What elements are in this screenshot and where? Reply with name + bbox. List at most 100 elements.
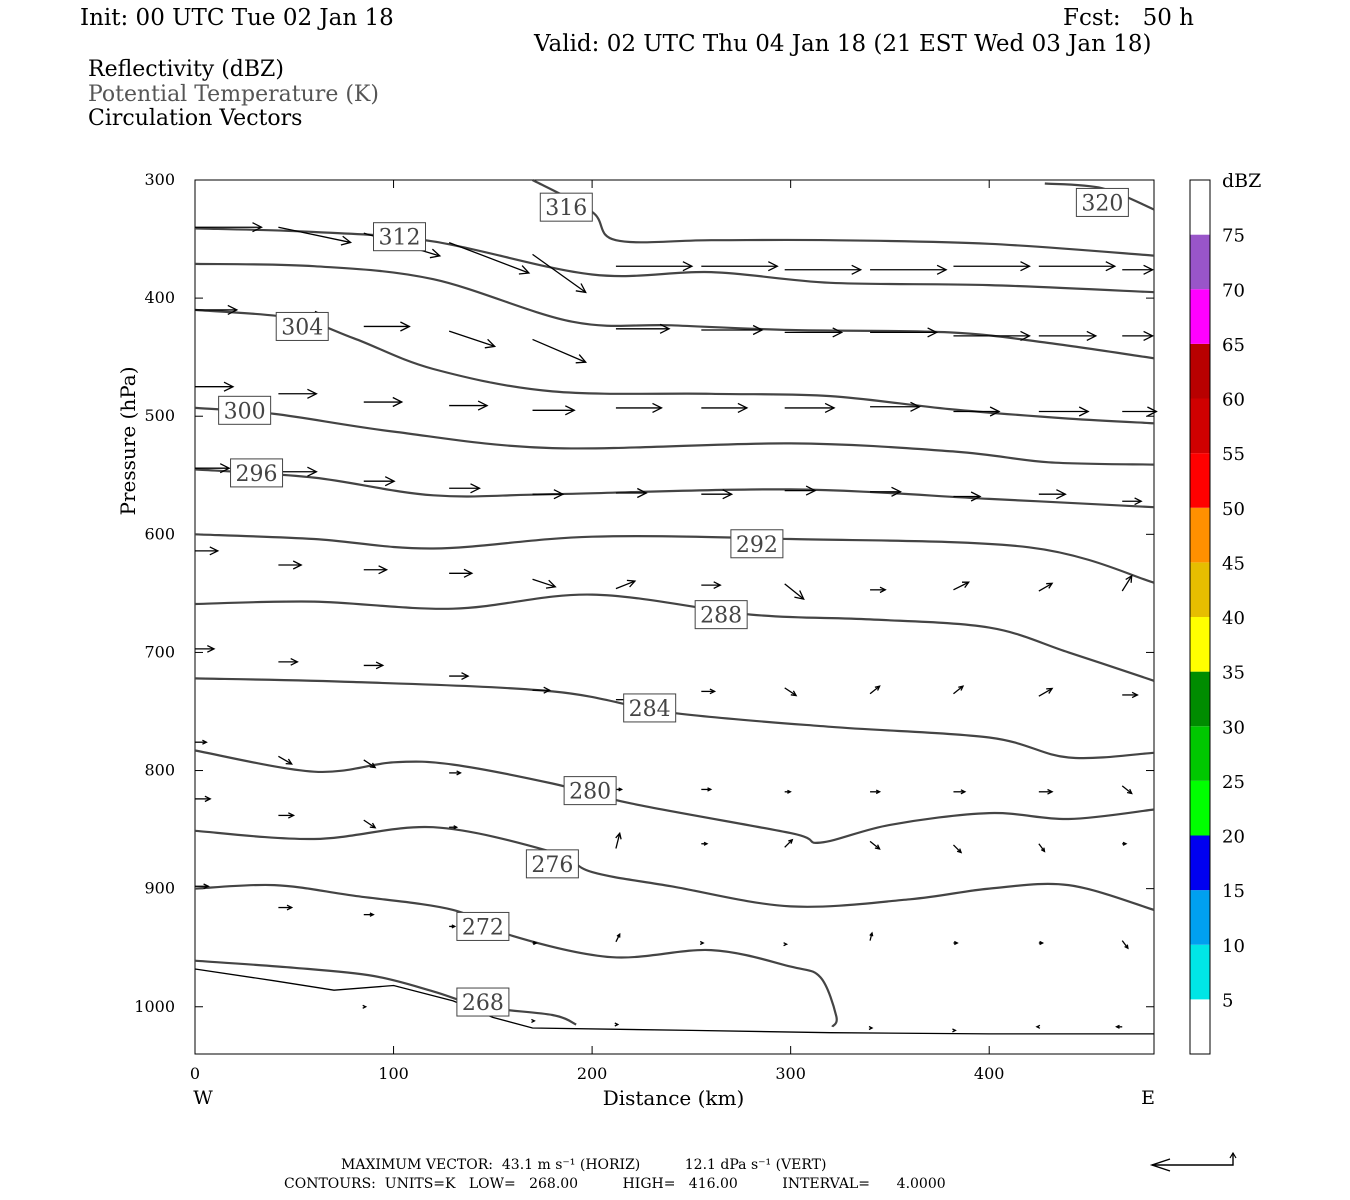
field-potential-temperature: Potential Temperature (K): [88, 82, 379, 107]
colorbar-tick-label: 60: [1222, 390, 1245, 411]
circulation-vector-head: [1147, 406, 1158, 417]
circulation-vector-head: [1115, 1024, 1120, 1029]
circulation-vector: [869, 685, 880, 695]
circulation-vector-head: [737, 402, 749, 413]
theta-contour: [194, 533, 1155, 584]
colorbar-bin: [1190, 999, 1210, 1054]
circulation-vector-head: [207, 645, 216, 653]
colorbar-tick-label: 65: [1222, 335, 1245, 356]
circulation-vector-head: [713, 581, 722, 589]
contour-label-box: [525, 849, 579, 879]
circulation-vector: [1038, 582, 1053, 592]
circulation-vector-head: [962, 581, 970, 588]
circulation-vector-head: [484, 338, 497, 349]
circulation-vector-head: [1086, 330, 1098, 341]
x-tick-label: 100: [378, 1064, 409, 1083]
circulation-vector-head: [451, 924, 457, 929]
x-end-label-west: W: [193, 1087, 213, 1109]
circulation-vector-head: [1020, 261, 1031, 272]
circulation-vector-head: [616, 932, 621, 938]
circulation-vector-head: [1105, 261, 1117, 272]
contour-label-box: [563, 776, 617, 806]
theta-contour: [194, 468, 1155, 509]
circulation-vector: [615, 580, 636, 590]
circulation-vector-head: [1134, 497, 1143, 506]
circulation-vector-head: [204, 795, 212, 803]
circulation-vector: [532, 338, 586, 363]
contour-label-box: [694, 600, 748, 630]
max-vector-note: MAXIMUM VECTOR: 43.1 m s⁻¹ (HORIZ) 12.1 …: [341, 1157, 827, 1173]
circulation-vector-head: [1078, 406, 1090, 417]
contour-label-box: [230, 458, 284, 488]
circulation-vector: [278, 226, 351, 244]
circulation-vector-head: [637, 487, 648, 499]
y-tick-label: 600: [144, 524, 175, 543]
circulation-vector-head: [936, 264, 948, 275]
circulation-vector-head: [252, 222, 263, 233]
reference-vector-arrowhead: [1149, 1158, 1171, 1172]
contours-note: CONTOURS: UNITS=K LOW= 268.00 HIGH= 416.…: [284, 1176, 946, 1192]
circulation-vector-head: [307, 466, 318, 477]
circulation-vector-head: [340, 235, 353, 246]
circulation-vector-head: [565, 405, 576, 416]
circulation-vector-head: [709, 688, 717, 695]
y-tick-label: 1000: [134, 997, 175, 1016]
circulation-vector: [363, 819, 376, 829]
contour-label: 300: [224, 399, 266, 424]
circulation-vector: [363, 759, 376, 769]
circulation-vector-head: [575, 354, 588, 364]
theta-contour: [194, 308, 1155, 425]
contour-label: 288: [700, 604, 742, 629]
theta-contour: [194, 677, 1155, 760]
contour-label-box: [456, 911, 510, 941]
circulation-vector-head: [970, 491, 982, 502]
circulation-vector: [1038, 687, 1053, 697]
colorbar-tick-label: 55: [1222, 444, 1245, 465]
circulation-vector-head: [378, 565, 389, 575]
circulation-vector-head: [752, 324, 764, 336]
circulation-vector-head: [960, 789, 967, 795]
circulation-vector-head: [707, 787, 713, 792]
colorbar-bin: [1190, 617, 1210, 672]
contour-label: 320: [1081, 191, 1123, 216]
x-tick-label: 300: [775, 1064, 806, 1083]
theta-contour: [531, 179, 1155, 257]
contour-label: 296: [236, 462, 278, 487]
circulation-vector-head: [369, 762, 377, 769]
circulation-vector-head: [910, 401, 921, 412]
x-axis-label: Distance (km): [603, 1086, 745, 1110]
colorbar-bin: [1190, 944, 1210, 1000]
circulation-vector-head: [682, 261, 694, 272]
circulation-vector-head: [209, 546, 220, 556]
contour-label: 268: [462, 991, 504, 1016]
contour-label: 280: [569, 780, 611, 805]
circulation-vector: [615, 833, 621, 849]
circulation-vector-head: [879, 586, 887, 594]
circulation-vector: [278, 755, 293, 765]
circulation-vector-head: [1056, 489, 1067, 500]
contour-label-box: [730, 529, 784, 559]
circulation-vector-head: [626, 579, 637, 588]
circulation-vector-head: [832, 327, 844, 338]
colorbar-tick-label: 35: [1222, 663, 1245, 684]
circulation-vector-head: [1125, 574, 1133, 583]
circulation-vector-head: [202, 739, 208, 745]
colorbar-frame: [1189, 179, 1211, 1055]
circulation-vector-head: [429, 248, 442, 259]
circulation-vector-head: [553, 489, 565, 500]
colorbar-tick-label: 25: [1222, 772, 1245, 793]
circulation-vector-head: [722, 489, 734, 500]
colorbar-tick-label: 30: [1222, 717, 1245, 738]
plot-frame: [194, 179, 1155, 1055]
colorbar-tick-label: 15: [1222, 881, 1245, 902]
colorbar-tick-label: 50: [1222, 499, 1245, 520]
circulation-vector-head: [375, 661, 385, 670]
y-tick-label: 800: [144, 761, 175, 780]
circulation-vector-head: [463, 568, 474, 578]
circulation-vector-head: [614, 1022, 620, 1027]
circulation-vector-head: [874, 844, 881, 850]
circulation-vector-head: [545, 579, 557, 589]
circulation-vector-head: [1046, 582, 1054, 589]
colorbar-bin: [1190, 180, 1210, 235]
y-axis-label: Pressure (hPa): [116, 367, 140, 516]
